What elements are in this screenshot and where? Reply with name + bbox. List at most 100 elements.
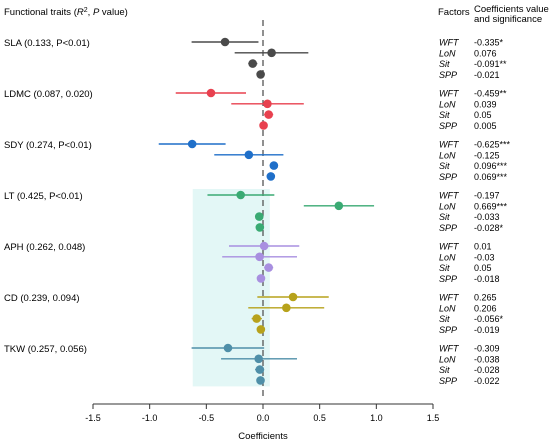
coefficient-point (254, 354, 263, 364)
coefficient-point (264, 110, 273, 119)
coefficient-point (254, 212, 264, 221)
trait-label: TKW (0.257, 0.056) (4, 344, 87, 355)
factor-label: Sit (439, 365, 450, 375)
factor-label: LoN (439, 48, 456, 58)
factors-header: Factors (438, 7, 470, 18)
coefficient-label: 0.069*** (474, 172, 508, 182)
x-tick-label: 0.5 (313, 413, 326, 423)
coefficient-point (269, 161, 279, 170)
factor-label: SPP (439, 70, 457, 80)
coefficient-point (256, 274, 266, 283)
factor-label: LoN (439, 252, 456, 262)
coefficient-point (255, 252, 264, 262)
coefficients-header-line2: and significance (474, 14, 542, 25)
factor-label: WFT (439, 140, 460, 150)
factor-label: Sit (439, 212, 450, 222)
coefficient-point (267, 48, 276, 58)
coefficient-label: -0.019 (474, 325, 500, 335)
coefficient-point (248, 59, 257, 68)
factor-label: SPP (439, 376, 457, 386)
coefficient-point (259, 121, 268, 130)
coefficient-label: 0.039 (474, 99, 497, 109)
trait-label: LDMC (0.087, 0.020) (4, 89, 93, 100)
highlight-band-layer (192, 189, 270, 387)
coefficient-point (220, 37, 230, 47)
coefficient-point (288, 292, 298, 302)
coefficient-label: -0.197 (474, 191, 500, 201)
row-labels: SLA (0.133, P<0.01) WFT -0.335* LoN 0.076 Sit… (4, 38, 511, 386)
coefficient-label: 0.01 (474, 242, 492, 252)
coefficient-point (259, 241, 269, 251)
factor-label: WFT (439, 242, 460, 252)
coefficient-label: -0.459** (474, 89, 507, 99)
factor-label: LoN (439, 150, 456, 160)
x-tick-label: 1.0 (370, 413, 383, 423)
factor-label: SPP (439, 121, 457, 131)
coefficient-point (263, 99, 272, 109)
factor-label: SPP (439, 325, 457, 335)
x-axis: -1.5 -1.0 -0.5 0.0 0.5 1.0 1.5 (85, 403, 439, 423)
coefficient-point (256, 325, 266, 334)
factor-label: Sit (439, 263, 450, 273)
factor-label: SPP (439, 172, 457, 182)
factor-label: WFT (439, 293, 460, 303)
factor-label: LoN (439, 354, 456, 364)
coefficient-marks (158, 37, 375, 385)
coefficient-label: 0.096*** (474, 161, 508, 171)
chart-title: Functional traits (R2, P value) (4, 7, 128, 18)
trait-label: LT (0.425, P<0.01) (4, 191, 83, 202)
coefficient-label: -0.056* (474, 314, 504, 324)
coefficient-point (187, 139, 197, 149)
factor-label: Sit (439, 161, 450, 171)
coefficient-label: -0.018 (474, 274, 500, 284)
factor-label: LoN (439, 201, 456, 211)
trait-label: SDY (0.274, P<0.01) (4, 140, 92, 151)
coefficient-point (255, 223, 265, 232)
factor-label: WFT (439, 89, 460, 99)
coefficient-label: -0.033 (474, 212, 500, 222)
coefficient-point (252, 314, 261, 323)
trait-label: SLA (0.133, P<0.01) (4, 38, 90, 49)
coefficient-point (244, 150, 254, 160)
coefficient-label: 0.05 (474, 110, 492, 120)
factor-label: WFT (439, 38, 460, 48)
factor-label: LoN (439, 303, 456, 313)
coefficient-label: 0.265 (474, 293, 497, 303)
factor-label: WFT (439, 191, 460, 201)
coefficient-label: -0.625*** (474, 140, 511, 150)
coefficient-point (236, 190, 245, 200)
coefficient-point (223, 343, 233, 353)
coefficient-label: 0.005 (474, 121, 497, 131)
coefficient-point (282, 303, 291, 313)
factor-label: SPP (439, 223, 457, 233)
coefficient-label: -0.038 (474, 354, 500, 364)
x-tick-label: -1.0 (142, 413, 158, 423)
trait-label: CD (0.239, 0.094) (4, 293, 80, 304)
coefficient-point (255, 365, 265, 374)
coefficient-label: 0.05 (474, 263, 492, 273)
coefficient-label: -0.021 (474, 70, 500, 80)
coefficient-point (334, 201, 344, 211)
trait-label: APH (0.262, 0.048) (4, 242, 85, 253)
coefficient-label: -0.03 (474, 252, 495, 262)
coefficient-label: -0.022 (474, 376, 500, 386)
coefficient-point (206, 88, 216, 98)
factor-label: SPP (439, 274, 457, 284)
coefficient-label: -0.028* (474, 223, 504, 233)
factor-label: LoN (439, 99, 456, 109)
factor-label: WFT (439, 344, 460, 354)
x-tick-label: 0.0 (257, 413, 270, 423)
factor-label: Sit (439, 314, 450, 324)
factor-label: Sit (439, 59, 450, 69)
x-tick-label: -0.5 (199, 413, 215, 423)
coefficients-header-line1: Coefficients value (474, 4, 549, 15)
coefficient-point (256, 70, 265, 79)
coefficient-label: -0.335* (474, 38, 504, 48)
coefficient-label: 0.206 (474, 303, 497, 313)
coefficient-label: -0.091** (474, 59, 507, 69)
zero-highlight-band (192, 189, 270, 387)
coefficient-point (256, 376, 265, 385)
x-tick-label: -1.5 (85, 413, 101, 423)
coefficient-label: 0.076 (474, 48, 497, 58)
